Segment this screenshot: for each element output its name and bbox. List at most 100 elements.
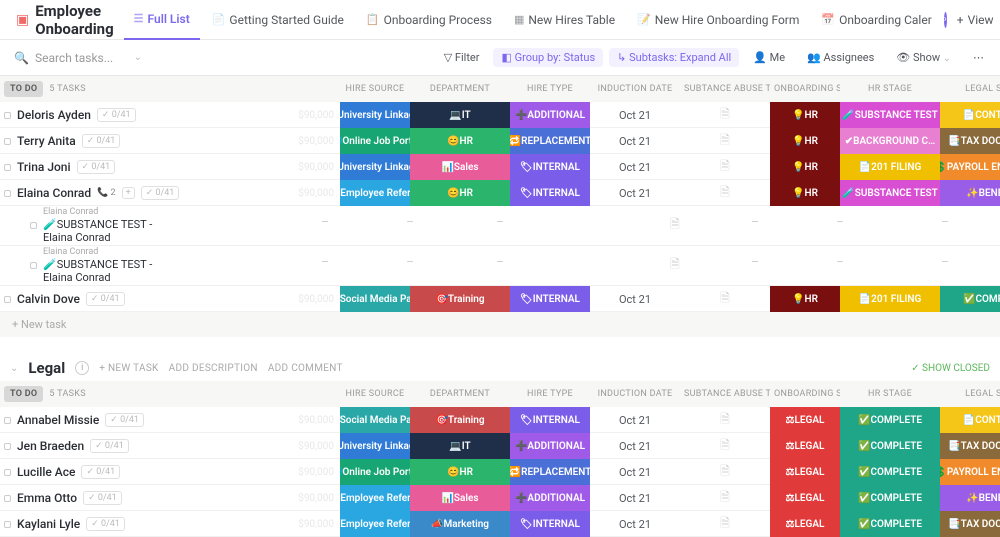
status-dot[interactable]: [30, 262, 37, 269]
progress-badge[interactable]: ✓ 0/41: [86, 517, 125, 531]
new-task-button[interactable]: + New task: [0, 312, 1000, 337]
tag[interactable]: 📄201 FILING: [840, 286, 940, 312]
progress-badge[interactable]: ✓ 0/41: [97, 108, 136, 122]
me-button[interactable]: 👤 Me: [745, 48, 793, 67]
tag[interactable]: 🏷INTERNAL: [510, 511, 590, 537]
scroll-tabs-right-icon[interactable]: ›: [944, 12, 947, 28]
date-cell[interactable]: Oct 21: [590, 187, 680, 200]
col-header[interactable]: ONBOARDING STAGE: [770, 84, 840, 94]
date-cell[interactable]: Oct 21: [590, 161, 680, 174]
phone-badge[interactable]: 📞 2: [97, 188, 116, 198]
filter-button[interactable]: ▽ Filter: [436, 48, 488, 67]
task-row[interactable]: Lucille Ace ✓ 0/41$90,000🌐Online Job Por…: [0, 459, 1000, 485]
status-chip[interactable]: TO DO: [4, 81, 43, 97]
tag[interactable]: 📄CONTRACT: [940, 102, 1000, 128]
status-dot[interactable]: [4, 138, 11, 145]
tag[interactable]: 📄CONTRACT: [940, 407, 1000, 433]
col-header[interactable]: SUBTANCE ABUSE TEST RESU…: [680, 389, 770, 399]
tag[interactable]: 📊Sales: [410, 485, 510, 511]
tag[interactable]: 💡HR: [770, 154, 840, 180]
tab-onboarding-caler[interactable]: 📅Onboarding Caler: [811, 0, 941, 40]
task-row[interactable]: Trina Joni ✓ 0/41$90,000🎓University Link…: [0, 154, 1000, 180]
tag[interactable]: ➕ADDITIONAL: [510, 433, 590, 459]
collapse-icon[interactable]: ⌄: [10, 363, 18, 374]
doc-icon[interactable]: 🗎: [630, 215, 720, 236]
doc-icon[interactable]: 🗎: [680, 105, 770, 126]
tag[interactable]: 🔁REPLACEMENT: [510, 459, 590, 485]
tag[interactable]: ✨BENEFITS: [940, 485, 1000, 511]
tag[interactable]: ✔BACKGROUND C…: [840, 128, 940, 154]
tag[interactable]: 💡HR: [770, 128, 840, 154]
tag[interactable]: ✅COMPLETE: [840, 433, 940, 459]
view-button[interactable]: +View: [949, 9, 1000, 31]
status-dot[interactable]: [4, 521, 11, 528]
tag[interactable]: ✅COMPLETE: [840, 485, 940, 511]
doc-icon[interactable]: 🗎: [680, 131, 770, 152]
tag[interactable]: 💻IT: [410, 102, 510, 128]
tag[interactable]: 📑TAX DOCUMENTS: [940, 128, 1000, 154]
tag[interactable]: 👥Employee Referral: [340, 485, 410, 511]
col-header[interactable]: SUBTANCE ABUSE TEST RESU…: [680, 84, 770, 94]
tag[interactable]: 🎯Training: [410, 407, 510, 433]
tag[interactable]: 👥Employee Referral: [340, 511, 410, 537]
status-dot[interactable]: [4, 296, 11, 303]
status-dot[interactable]: [4, 417, 11, 424]
tag[interactable]: 😊HR: [410, 128, 510, 154]
tag[interactable]: 🧪SUBSTANCE TEST: [840, 102, 940, 128]
group-title[interactable]: Legal: [28, 359, 65, 377]
task-row[interactable]: Elaina Conrad 📞 2 + ✓ 0/41$90,000👥Employ…: [0, 180, 1000, 206]
doc-icon[interactable]: 🗎: [630, 255, 720, 276]
tag[interactable]: ➕ADDITIONAL: [510, 102, 590, 128]
tag[interactable]: 📱Social Media Page: [340, 407, 410, 433]
tag[interactable]: 🏷INTERNAL: [510, 154, 590, 180]
status-dot[interactable]: [4, 443, 11, 450]
col-header[interactable]: INDUCTION DATE: [590, 389, 680, 399]
tag[interactable]: 💡HR: [770, 286, 840, 312]
info-icon[interactable]: i: [75, 361, 89, 375]
tag[interactable]: 😊HR: [410, 459, 510, 485]
status-dot[interactable]: [4, 164, 11, 171]
tag[interactable]: 🎯Training: [410, 286, 510, 312]
date-cell[interactable]: Oct 21: [590, 135, 680, 148]
tag[interactable]: 📄201 FILING: [840, 154, 940, 180]
col-header[interactable]: HR STAGE: [840, 84, 940, 94]
subtask-row[interactable]: Elaina Conrad🧪SUBSTANCE TEST - Elaina Co…: [0, 246, 1000, 286]
tag[interactable]: ✅COMPLETE: [840, 459, 940, 485]
tag[interactable]: 🎓University Linkages: [340, 433, 410, 459]
tag[interactable]: 💲PAYROLL ENROLLMENT: [940, 459, 1000, 485]
col-header[interactable]: INDUCTION DATE: [590, 84, 680, 94]
tab-new-hire-onboarding-form[interactable]: 📝New Hire Onboarding Form: [627, 0, 809, 40]
col-header[interactable]: DEPARTMENT: [410, 389, 510, 399]
doc-icon[interactable]: 🗎: [680, 462, 770, 483]
plus-button[interactable]: +: [122, 187, 135, 199]
tag[interactable]: ✅COMPLETE: [840, 511, 940, 537]
date-cell[interactable]: Oct 21: [590, 492, 680, 505]
doc-icon[interactable]: 🗎: [680, 157, 770, 178]
group-action[interactable]: ADD COMMENT: [268, 363, 343, 374]
progress-badge[interactable]: ✓ 0/41: [105, 413, 144, 427]
col-header[interactable]: HIRE SOURCE: [340, 389, 410, 399]
col-header[interactable]: HIRE SOURCE: [340, 84, 410, 94]
tag[interactable]: 🎓University Linkages: [340, 154, 410, 180]
status-dot[interactable]: [30, 222, 37, 229]
tag[interactable]: 📑TAX DOCUMENTS: [940, 433, 1000, 459]
group-action[interactable]: + NEW TASK: [99, 363, 158, 374]
tag[interactable]: ✅COMPLETE: [840, 407, 940, 433]
tag[interactable]: 🎓University Linkages: [340, 102, 410, 128]
tag[interactable]: 👥Employee Referral: [340, 180, 410, 206]
status-dot[interactable]: [4, 190, 11, 197]
status-chip[interactable]: TO DO: [4, 386, 43, 402]
tag[interactable]: 🏷INTERNAL: [510, 180, 590, 206]
task-row[interactable]: Emma Otto ✓ 0/41$90,000👥Employee Referra…: [0, 485, 1000, 511]
col-header[interactable]: HR STAGE: [840, 389, 940, 399]
col-header[interactable]: DEPARTMENT: [410, 84, 510, 94]
tab-onboarding-process[interactable]: 📋Onboarding Process: [356, 0, 502, 40]
tag[interactable]: ⚖LEGAL: [770, 407, 840, 433]
tag[interactable]: 📱Social Media Page: [340, 286, 410, 312]
tag[interactable]: 📊Sales: [410, 154, 510, 180]
col-header[interactable]: LEGAL STAGE: [940, 84, 1000, 94]
tag[interactable]: ✨BENEFITS: [940, 180, 1000, 206]
doc-icon[interactable]: 🗎: [680, 410, 770, 431]
date-cell[interactable]: Oct 21: [590, 109, 680, 122]
tag[interactable]: 🧪SUBSTANCE TEST: [840, 180, 940, 206]
